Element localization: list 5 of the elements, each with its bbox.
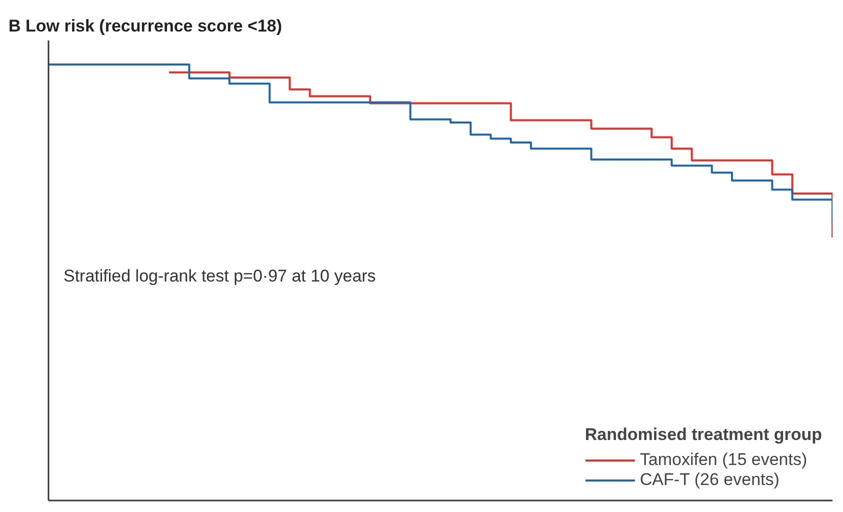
legend-title: Randomised treatment group <box>584 425 822 445</box>
legend-label: CAF-T (26 events) <box>640 470 780 490</box>
annotation: Stratified log-rank test p=0·97 at 10 years <box>64 266 376 286</box>
chart-title: B Low risk (recurrence score <18) <box>8 16 282 36</box>
legend-label: Tamoxifen (15 events) <box>640 450 808 470</box>
